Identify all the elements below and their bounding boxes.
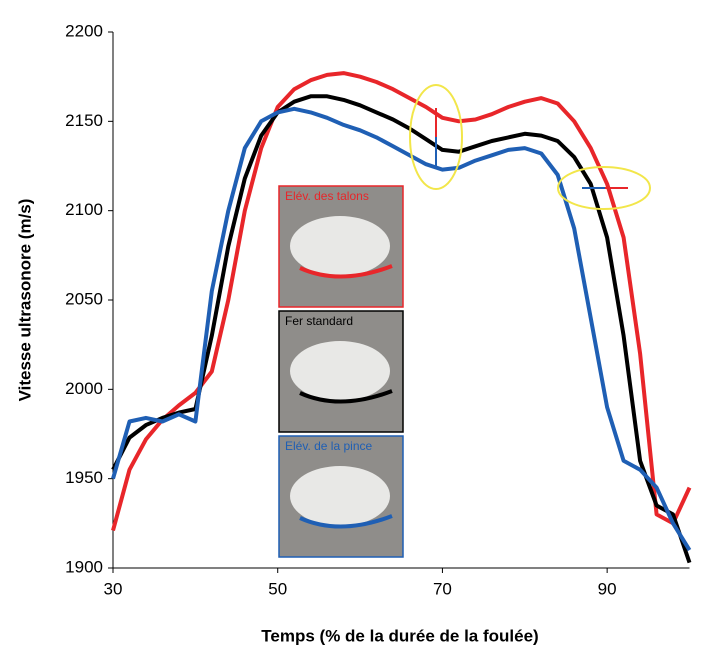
- shoe: [299, 389, 393, 404]
- y-tick-label: 2150: [65, 111, 103, 130]
- legend-label: Elév. de la pince: [285, 439, 372, 453]
- hoof: [290, 466, 390, 526]
- highlight-ellipse: [409, 84, 463, 190]
- x-tick-label: 70: [433, 579, 452, 598]
- x-tick-label: 30: [104, 579, 123, 598]
- x-tick-label: 50: [268, 579, 287, 598]
- x-tick-label: 90: [598, 579, 617, 598]
- y-tick-label: 1900: [65, 557, 103, 576]
- y-axis-label: Vitesse ultrasonore (m/s): [15, 199, 34, 402]
- series-line: [111, 106, 692, 552]
- legend-label: Fer standard: [285, 314, 353, 328]
- y-tick-label: 2050: [65, 289, 103, 308]
- series-line: [111, 71, 692, 532]
- series-line: [111, 94, 692, 564]
- legend-label: Elév. des talons: [285, 189, 369, 203]
- shoe: [299, 514, 393, 529]
- hoof: [290, 216, 390, 276]
- shoe: [299, 264, 393, 279]
- hoof: [290, 341, 390, 401]
- y-tick-label: 2200: [65, 21, 103, 40]
- highlight-ellipse: [557, 166, 651, 210]
- y-tick-label: 1950: [65, 468, 103, 487]
- x-axis-label: Temps (% de la durée de la foulée): [261, 626, 538, 645]
- y-tick-label: 2100: [65, 200, 103, 219]
- y-tick-label: 2000: [65, 379, 103, 398]
